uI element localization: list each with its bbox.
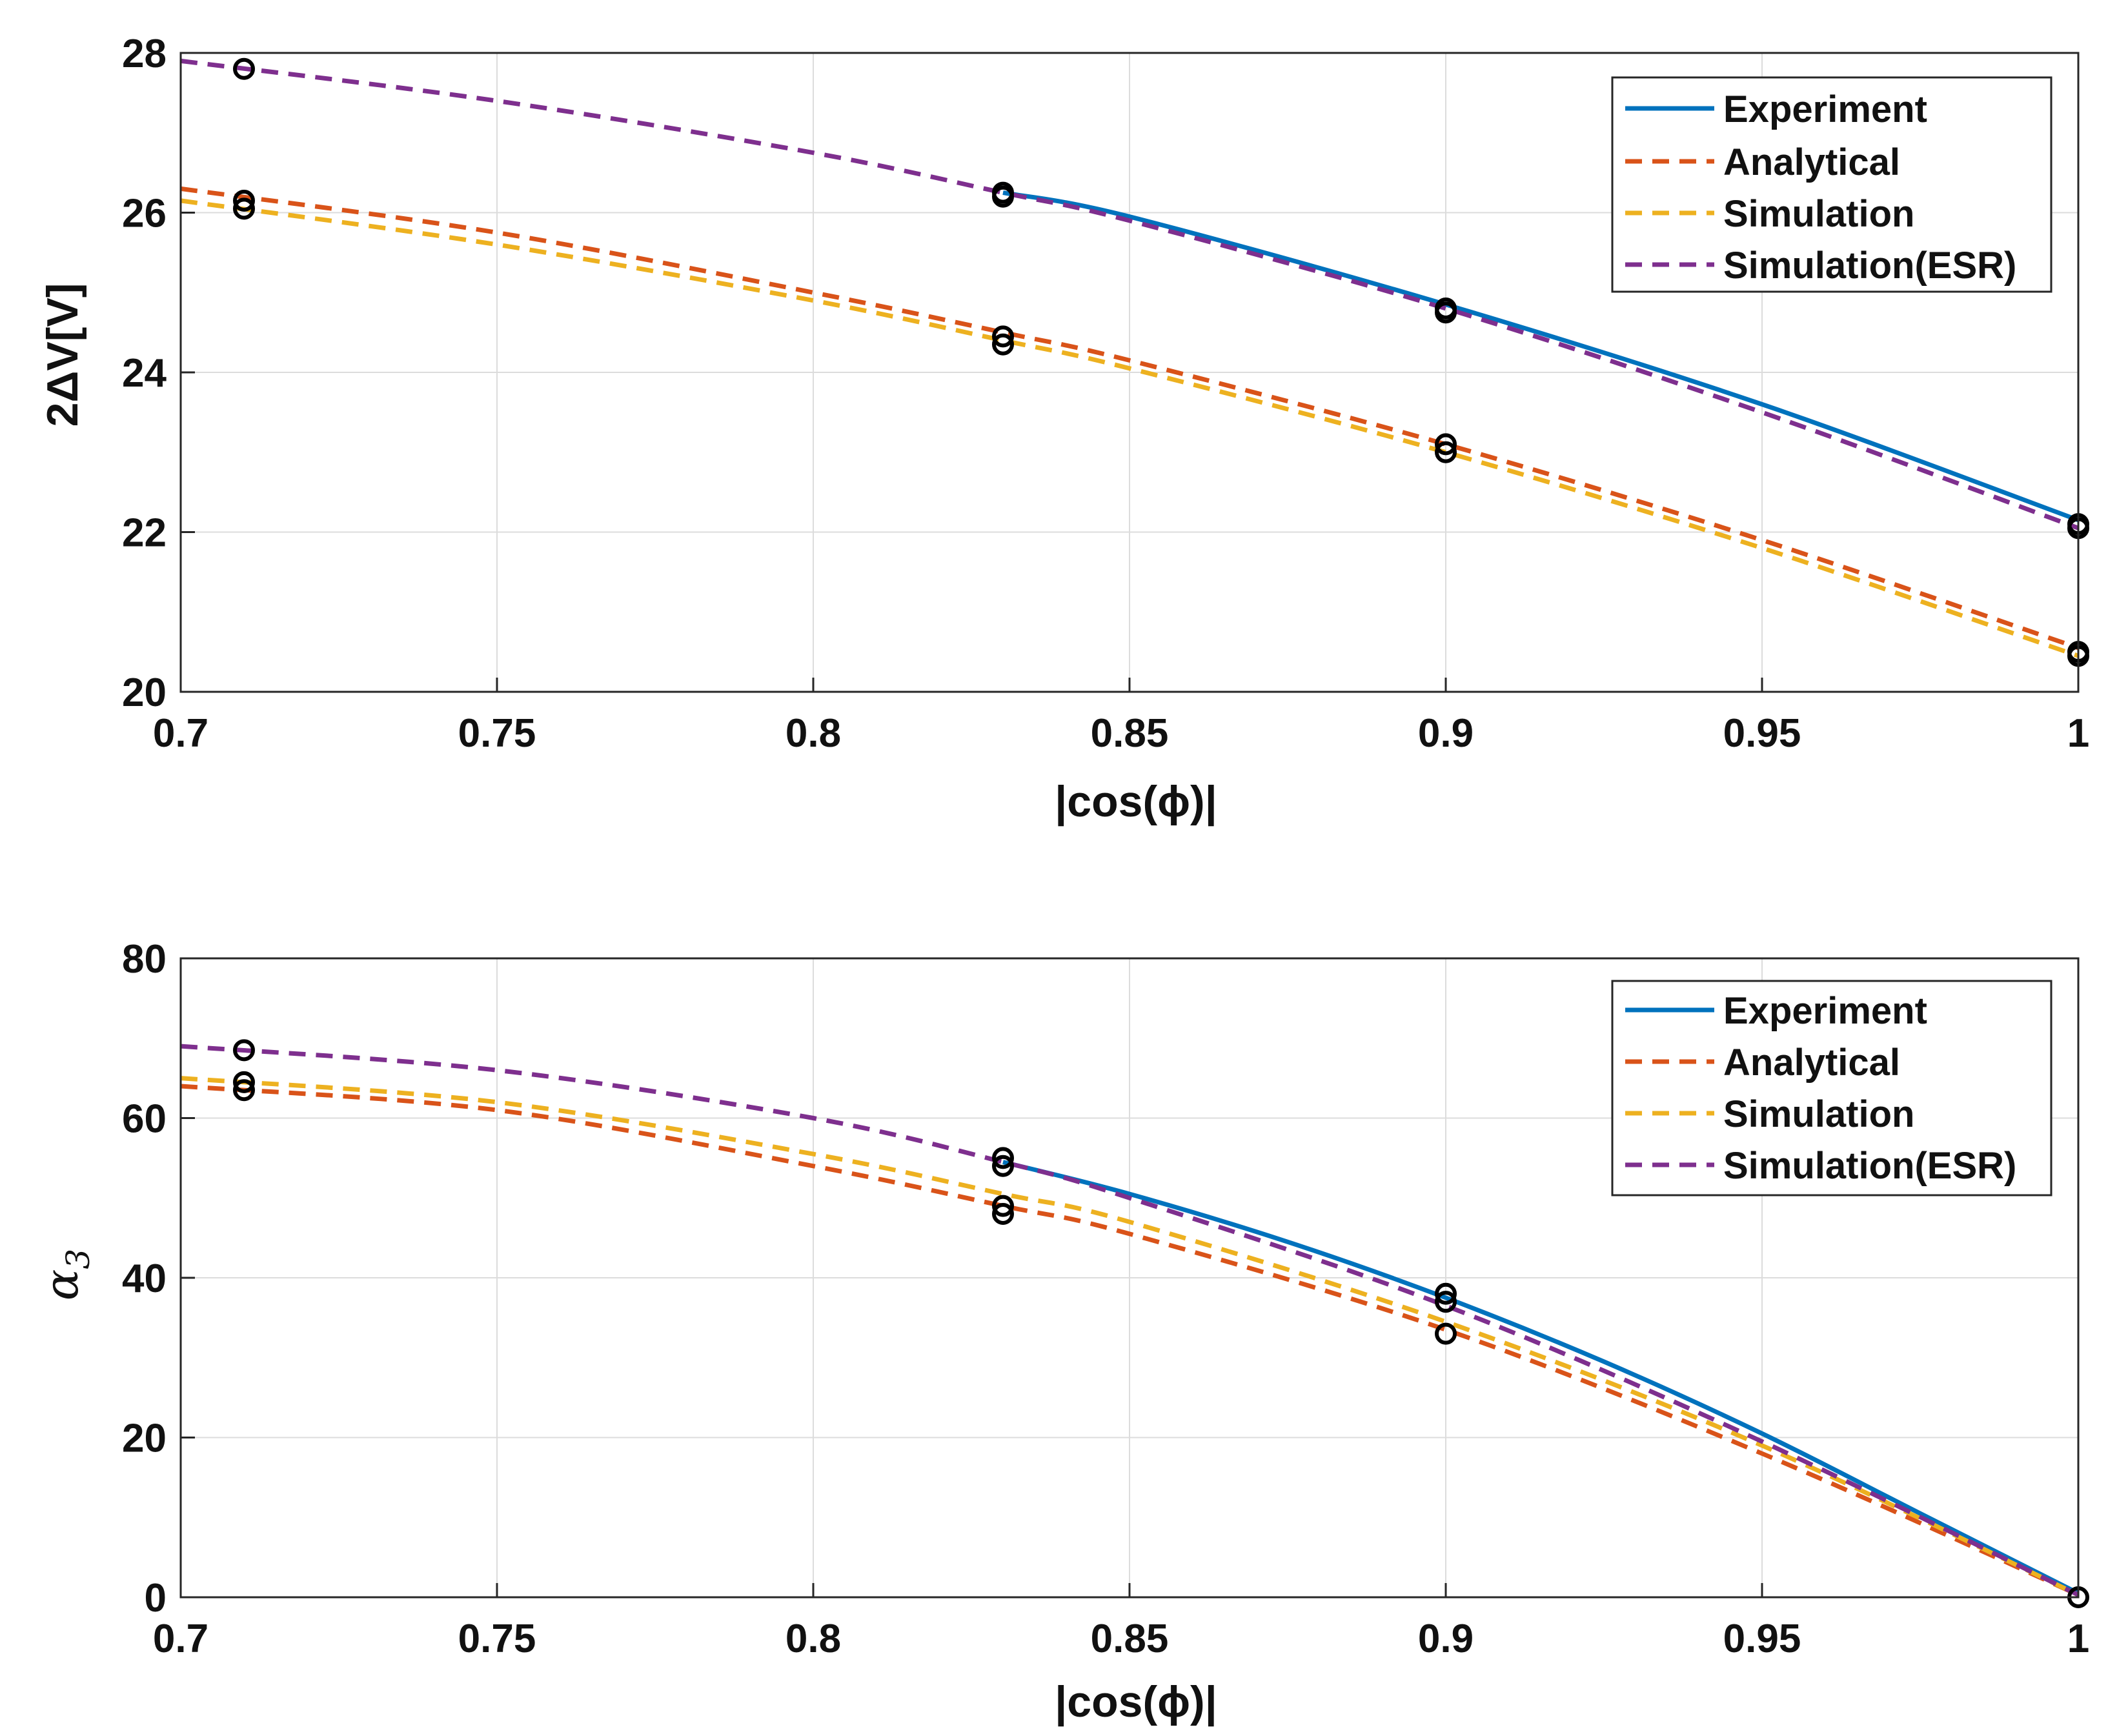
top-data-marker <box>233 57 255 80</box>
top-series-simulation-esr <box>180 58 2080 530</box>
bottom-data-marker <box>233 1039 255 1062</box>
bottom-y-tick-label: 40 <box>122 1257 167 1301</box>
top-y-tick-label: 26 <box>122 192 167 236</box>
top-y-tick-label: 28 <box>122 32 167 76</box>
bottom-series-simulation <box>180 1076 2080 1597</box>
bottom-data-marker <box>1435 1322 1457 1345</box>
bottom-legend-label-analytical: Analytical <box>1723 1042 1900 1084</box>
top-legend-label-simulation-esr: Simulation(ESR) <box>1723 245 2016 287</box>
bottom-legend[interactable]: Experiment Analytical Simulation Simulat… <box>1611 980 2052 1196</box>
top-series-analytical <box>180 186 2080 651</box>
bottom-data-marker <box>233 1079 255 1102</box>
top-data-marker <box>233 189 255 212</box>
bottom-legend-label-experiment: Experiment <box>1723 990 1927 1032</box>
top-data-marker <box>992 325 1014 348</box>
bottom-x-tick-label: 0.95 <box>1723 1617 1801 1661</box>
bottom-data-marker <box>992 1203 1014 1225</box>
bottom-series-simulation-esr <box>180 1044 2080 1597</box>
bottom-legend-label-simulation: Simulation <box>1723 1093 1914 1135</box>
top-data-marker <box>992 185 1014 208</box>
top-x-tick-label: 0.75 <box>458 711 536 756</box>
top-y-tick-label: 22 <box>122 511 167 556</box>
top-subplot: 0.7 0.75 0.8 0.85 0.9 0.95 1 20 22 24 26 28 |cos(ϕ)… <box>38 32 2089 827</box>
top-x-tick-label: 0.9 <box>1418 711 1474 756</box>
bottom-data-marker <box>233 1071 255 1093</box>
bottom-data-marker <box>992 1155 1014 1177</box>
bottom-y-tick-label: 20 <box>122 1417 167 1461</box>
bottom-data-marker <box>1435 1282 1457 1305</box>
bottom-y-tick-label: 80 <box>122 937 167 982</box>
bottom-series <box>180 1044 2080 1597</box>
bottom-x-tick-label: 0.75 <box>458 1617 536 1661</box>
top-y-axis-label: 2ΔV[V] <box>38 283 87 427</box>
bottom-y-axis-label-base: α <box>34 1269 88 1301</box>
top-x-tick-label: 0.8 <box>785 711 841 756</box>
bottom-x-axis-label: |cos(ϕ)| <box>1055 1677 1217 1727</box>
top-data-marker <box>1435 441 1457 463</box>
top-series-simulation <box>180 198 2080 658</box>
top-y-tick-label: 20 <box>122 671 167 715</box>
bottom-data-marker <box>992 1147 1014 1169</box>
top-legend-label-simulation: Simulation <box>1723 193 1914 235</box>
top-x-axis-label: |cos(ϕ)| <box>1055 777 1217 827</box>
top-legend[interactable]: Experiment Analytical Simulation Simulat… <box>1611 76 2052 293</box>
top-series <box>180 58 2080 658</box>
top-data-marker <box>992 333 1014 356</box>
top-ticks: 0.7 0.75 0.8 0.85 0.9 0.95 1 20 22 24 26 28 <box>122 32 2089 756</box>
bottom-series-analytical <box>180 1084 2080 1597</box>
bottom-x-tick-label: 0.9 <box>1418 1617 1474 1661</box>
top-x-tick-label: 1 <box>2067 711 2089 756</box>
top-x-tick-label: 0.95 <box>1723 711 1801 756</box>
top-x-tick-label: 0.7 <box>153 711 208 756</box>
bottom-y-tick-label: 60 <box>122 1097 167 1142</box>
top-data-marker <box>233 197 255 220</box>
top-x-tick-label: 0.85 <box>1091 711 1169 756</box>
top-legend-box <box>1611 76 2052 293</box>
bottom-data-marker <box>1435 1291 1457 1313</box>
top-legend-label-analytical: Analytical <box>1723 141 1900 183</box>
top-series-experiment <box>1002 190 2080 523</box>
top-legend-label-experiment: Experiment <box>1723 88 1927 130</box>
bottom-legend-label-simulation-esr: Simulation(ESR) <box>1723 1145 2016 1187</box>
top-y-tick-label: 24 <box>122 351 167 396</box>
bottom-x-tick-label: 1 <box>2067 1617 2089 1661</box>
bottom-y-axis-label: α3 <box>34 1249 97 1300</box>
bottom-y-axis-label-subscript: 3 <box>59 1249 97 1269</box>
bottom-legend-box <box>1611 980 2052 1196</box>
top-data-marker <box>1435 301 1457 324</box>
bottom-data-marker <box>992 1195 1014 1217</box>
bottom-x-tick-label: 0.7 <box>153 1617 208 1661</box>
bottom-y-tick-label: 0 <box>145 1576 167 1620</box>
bottom-ticks: 0.7 0.75 0.8 0.85 0.9 0.95 1 0 20 40 60 80 <box>122 937 2089 1661</box>
bottom-subplot: 0.7 0.75 0.8 0.85 0.9 0.95 1 0 20 40 60 80 |cos(ϕ)|… <box>34 937 2089 1727</box>
bottom-x-tick-label: 0.8 <box>785 1617 841 1661</box>
top-data-marker <box>1435 433 1457 456</box>
bottom-x-tick-label: 0.85 <box>1091 1617 1169 1661</box>
bottom-series-experiment <box>1002 1160 2080 1595</box>
